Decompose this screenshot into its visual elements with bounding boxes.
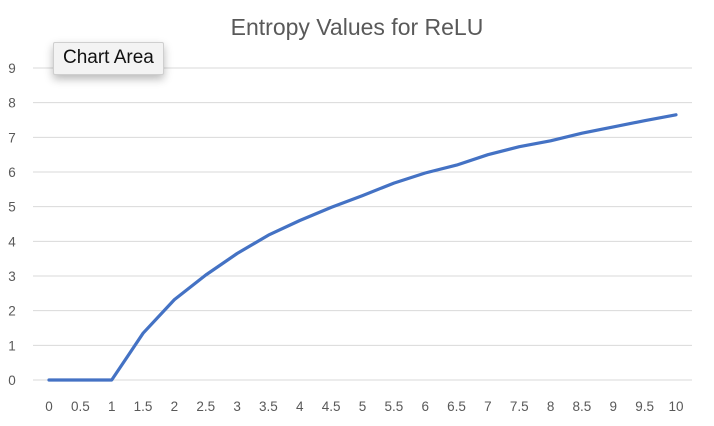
- x-tick-label: 5.5: [384, 399, 403, 414]
- x-tick-label: 3: [233, 399, 241, 414]
- y-tick-label: 2: [8, 304, 16, 319]
- x-tick-label: 8.5: [573, 399, 592, 414]
- data-point[interactable]: [139, 329, 147, 337]
- data-point[interactable]: [327, 203, 335, 211]
- data-point[interactable]: [641, 117, 649, 125]
- x-tick-label: 8: [547, 399, 555, 414]
- x-tick-label: 7.5: [510, 399, 529, 414]
- x-tick-label: 1: [108, 399, 116, 414]
- x-tick-label: 4.5: [322, 399, 341, 414]
- data-point[interactable]: [170, 296, 178, 304]
- x-tick-label: 6: [421, 399, 429, 414]
- x-tick-label: 4: [296, 399, 304, 414]
- data-point[interactable]: [296, 217, 304, 225]
- data-point[interactable]: [453, 161, 461, 169]
- data-point[interactable]: [578, 129, 586, 137]
- series-group: [45, 111, 680, 384]
- gridlines: [33, 67, 692, 381]
- chart-area-tooltip: Chart Area: [53, 42, 164, 75]
- y-axis-ticks: 0 1 2 3 4 5 6 7 8 9: [8, 61, 16, 388]
- x-tick-label: 9.5: [635, 399, 654, 414]
- data-point[interactable]: [45, 376, 53, 384]
- x-tick-label: 0.5: [71, 399, 90, 414]
- x-tick-label: 6.5: [447, 399, 466, 414]
- chart-title: Entropy Values for ReLU: [230, 14, 484, 40]
- x-tick-label: 7: [484, 399, 492, 414]
- data-point[interactable]: [202, 271, 210, 279]
- x-tick-label: 2: [171, 399, 179, 414]
- data-point[interactable]: [421, 169, 429, 177]
- data-point[interactable]: [264, 231, 272, 239]
- x-tick-label: 2.5: [196, 399, 215, 414]
- x-axis-ticks: 0 0.5 1 1.5 2 2.5 3 3.5 4 4.5 5 5.5 6 6.5 7 7.5 8 8.5 9 9.5…: [45, 399, 683, 414]
- x-tick-label: 5: [359, 399, 367, 414]
- y-tick-label: 4: [8, 234, 16, 249]
- y-tick-label: 7: [8, 130, 16, 145]
- series-line-0[interactable]: [47, 113, 678, 382]
- data-point[interactable]: [515, 143, 523, 151]
- data-point[interactable]: [359, 192, 367, 200]
- y-tick-label: 0: [8, 373, 16, 388]
- y-tick-label: 9: [8, 61, 16, 76]
- data-point[interactable]: [484, 151, 492, 159]
- y-tick-label: 5: [8, 200, 16, 215]
- x-tick-label: 3.5: [259, 399, 278, 414]
- data-point[interactable]: [76, 376, 84, 384]
- x-tick-label: 1.5: [134, 399, 153, 414]
- y-tick-label: 3: [8, 269, 16, 284]
- x-tick-label: 9: [610, 399, 618, 414]
- data-point[interactable]: [233, 249, 241, 257]
- data-point[interactable]: [609, 123, 617, 131]
- x-tick-label: 10: [668, 399, 683, 414]
- y-tick-label: 1: [8, 338, 16, 353]
- y-tick-label: 8: [8, 96, 16, 111]
- data-point[interactable]: [390, 179, 398, 187]
- data-point[interactable]: [547, 137, 555, 145]
- x-tick-label: 0: [45, 399, 53, 414]
- data-point[interactable]: [672, 111, 680, 119]
- y-tick-label: 6: [8, 165, 16, 180]
- data-point[interactable]: [108, 376, 116, 384]
